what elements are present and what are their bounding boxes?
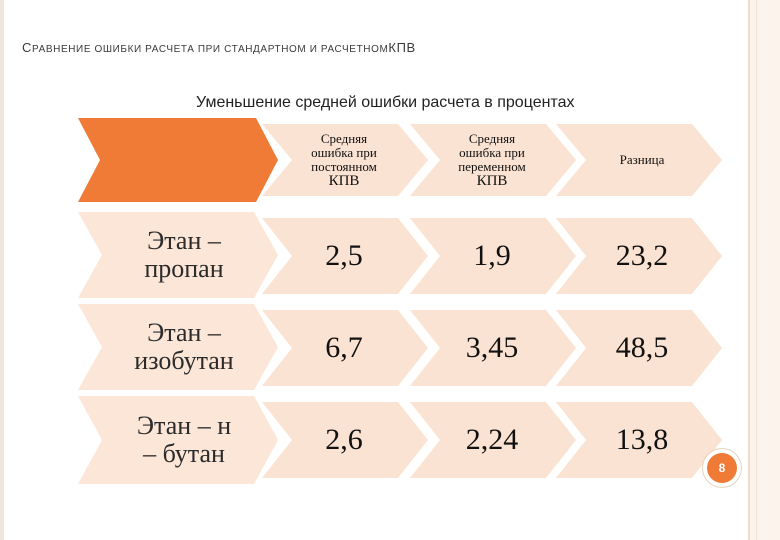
header-text-constant: Средняя ошибка при постоянном КПВ xyxy=(311,131,377,189)
title-rest: равнение ошибки расчета при стандартном … xyxy=(32,44,389,55)
slide-frame-left xyxy=(0,0,4,540)
slide-title: Сравнение ошибки расчета при стандартном… xyxy=(22,40,416,55)
value-text: 13,8 xyxy=(615,423,669,456)
row-label-ethane-propane: Этан – пропан xyxy=(144,226,224,283)
value-text: 2,6 xyxy=(325,423,363,456)
value-cell xyxy=(262,310,428,386)
value-text: 2,5 xyxy=(325,239,363,272)
value-cell xyxy=(410,402,576,478)
value-cell xyxy=(410,310,576,386)
row-label-ethane-n-butane: Этан – н – бутан xyxy=(136,411,232,468)
header-corner-cell xyxy=(78,118,278,202)
title-first-letter: С xyxy=(22,40,32,55)
header-cell-difference xyxy=(556,124,722,196)
value-text: 6,7 xyxy=(325,331,363,364)
page-number: 8 xyxy=(707,453,737,483)
value-cell xyxy=(556,218,722,294)
value-cell xyxy=(556,402,722,478)
value-text: 1,9 xyxy=(473,239,511,272)
header-cell-variable xyxy=(410,124,576,196)
value-cell xyxy=(262,402,428,478)
value-cell xyxy=(262,218,428,294)
value-text: 48,5 xyxy=(615,331,669,364)
row-label-cell xyxy=(78,212,278,298)
value-cell xyxy=(556,310,722,386)
value-text: 3,45 xyxy=(465,331,519,364)
header-cell-constant xyxy=(262,124,428,196)
row-label-cell xyxy=(78,396,278,484)
header-text-difference: Разница xyxy=(619,152,665,167)
slide-frame-right xyxy=(748,0,780,540)
value-text: 23,2 xyxy=(615,239,669,272)
row-label-ethane-isobutane: Этан – изобутан xyxy=(134,318,234,375)
title-suffix: КПВ xyxy=(388,40,416,55)
header-text-variable: Средняя ошибка при переменном КПВ xyxy=(458,131,526,189)
table-subtitle: Уменьшение средней ошибки расчета в проц… xyxy=(196,94,575,111)
value-cell xyxy=(410,218,576,294)
page-number-badge: 8 xyxy=(702,448,742,488)
value-text: 2,24 xyxy=(465,423,519,456)
row-label-cell xyxy=(78,304,278,390)
